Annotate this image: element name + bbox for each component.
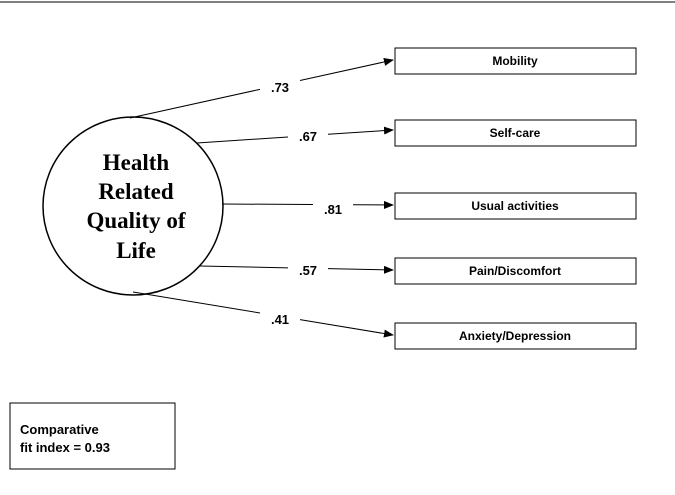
- fit-line: Comparative: [20, 422, 99, 437]
- loading-label: .41: [271, 312, 289, 327]
- indicator-box: [394, 257, 637, 285]
- indicator-box: [394, 47, 637, 75]
- indicator-label: Anxiety/Depression: [459, 329, 571, 343]
- indicator-label: Self-care: [490, 126, 541, 140]
- fit-text: Comparative fit index = 0.93: [20, 422, 110, 455]
- loading-label: .73: [271, 80, 289, 95]
- fit-box: [9, 402, 176, 470]
- latent-label-line: Related: [98, 179, 174, 204]
- latent-label-line: Life: [116, 238, 156, 263]
- latent-label: Health Related Quality of Life: [86, 150, 185, 263]
- path-arrow: [327, 265, 394, 274]
- path-line: [199, 265, 289, 269]
- latent-label-line: Quality of: [86, 208, 185, 233]
- path-line: [196, 136, 289, 144]
- fit-line: fit index = 0.93: [20, 440, 110, 455]
- indicator-box: [394, 119, 637, 147]
- path-arrow: [299, 319, 394, 338]
- path-line: [221, 203, 314, 206]
- latent-label-line: Health: [103, 150, 170, 175]
- path-arrow: [327, 126, 394, 135]
- path-line: [132, 291, 261, 314]
- indicator-box: [394, 192, 637, 220]
- indicator-label: Mobility: [492, 54, 538, 68]
- paths: .73 Mobility .67 Self-care .81 Usual activiti…: [129, 47, 637, 350]
- path-arrow: [299, 58, 394, 81]
- loading-label: .81: [324, 202, 342, 217]
- indicator-label: Usual activities: [471, 199, 559, 213]
- loading-label: .67: [299, 129, 317, 144]
- path-line: [129, 88, 261, 119]
- loading-label: .57: [299, 263, 317, 278]
- indicator-box: [394, 322, 637, 350]
- latent-circle: [42, 116, 224, 296]
- indicator-label: Pain/Discomfort: [469, 264, 561, 278]
